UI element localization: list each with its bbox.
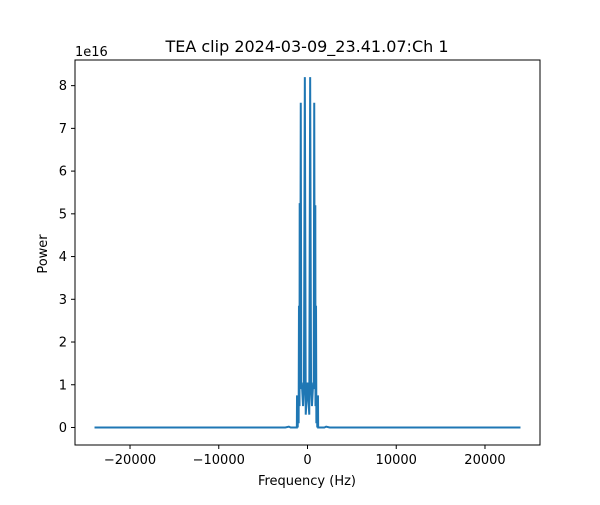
x-axis-label: Frequency (Hz) <box>258 474 356 489</box>
x-tick-label: 10000 <box>376 453 417 468</box>
y-tick-label: 6 <box>59 165 67 180</box>
x-ticks: −20000 −10000 0 10000 20000 <box>104 445 506 468</box>
y-tick-label: 3 <box>59 293 67 308</box>
y-offset-label: 1e16 <box>75 45 108 60</box>
series-line-0 <box>94 77 521 429</box>
y-tick-label: 5 <box>59 207 67 222</box>
y-tick-label: 2 <box>59 336 67 351</box>
chart-title: TEA clip 2024-03-09_23.41.07:Ch 1 <box>164 37 448 57</box>
y-tick-label: 0 <box>59 421 67 436</box>
y-axis-label: Power <box>36 234 51 274</box>
plot-series <box>94 77 521 429</box>
axes-frame <box>74 59 541 446</box>
y-ticks: 0 1 2 3 4 5 6 7 8 <box>59 79 75 436</box>
x-tick-label: 0 <box>303 453 311 468</box>
y-tick-label: 1 <box>59 378 67 393</box>
y-tick-label: 7 <box>59 122 67 137</box>
y-tick-label: 8 <box>59 79 67 94</box>
x-tick-label: 20000 <box>464 453 505 468</box>
x-tick-label: −20000 <box>104 453 156 468</box>
y-tick-label: 4 <box>59 250 67 265</box>
x-tick-label: −10000 <box>193 453 245 468</box>
